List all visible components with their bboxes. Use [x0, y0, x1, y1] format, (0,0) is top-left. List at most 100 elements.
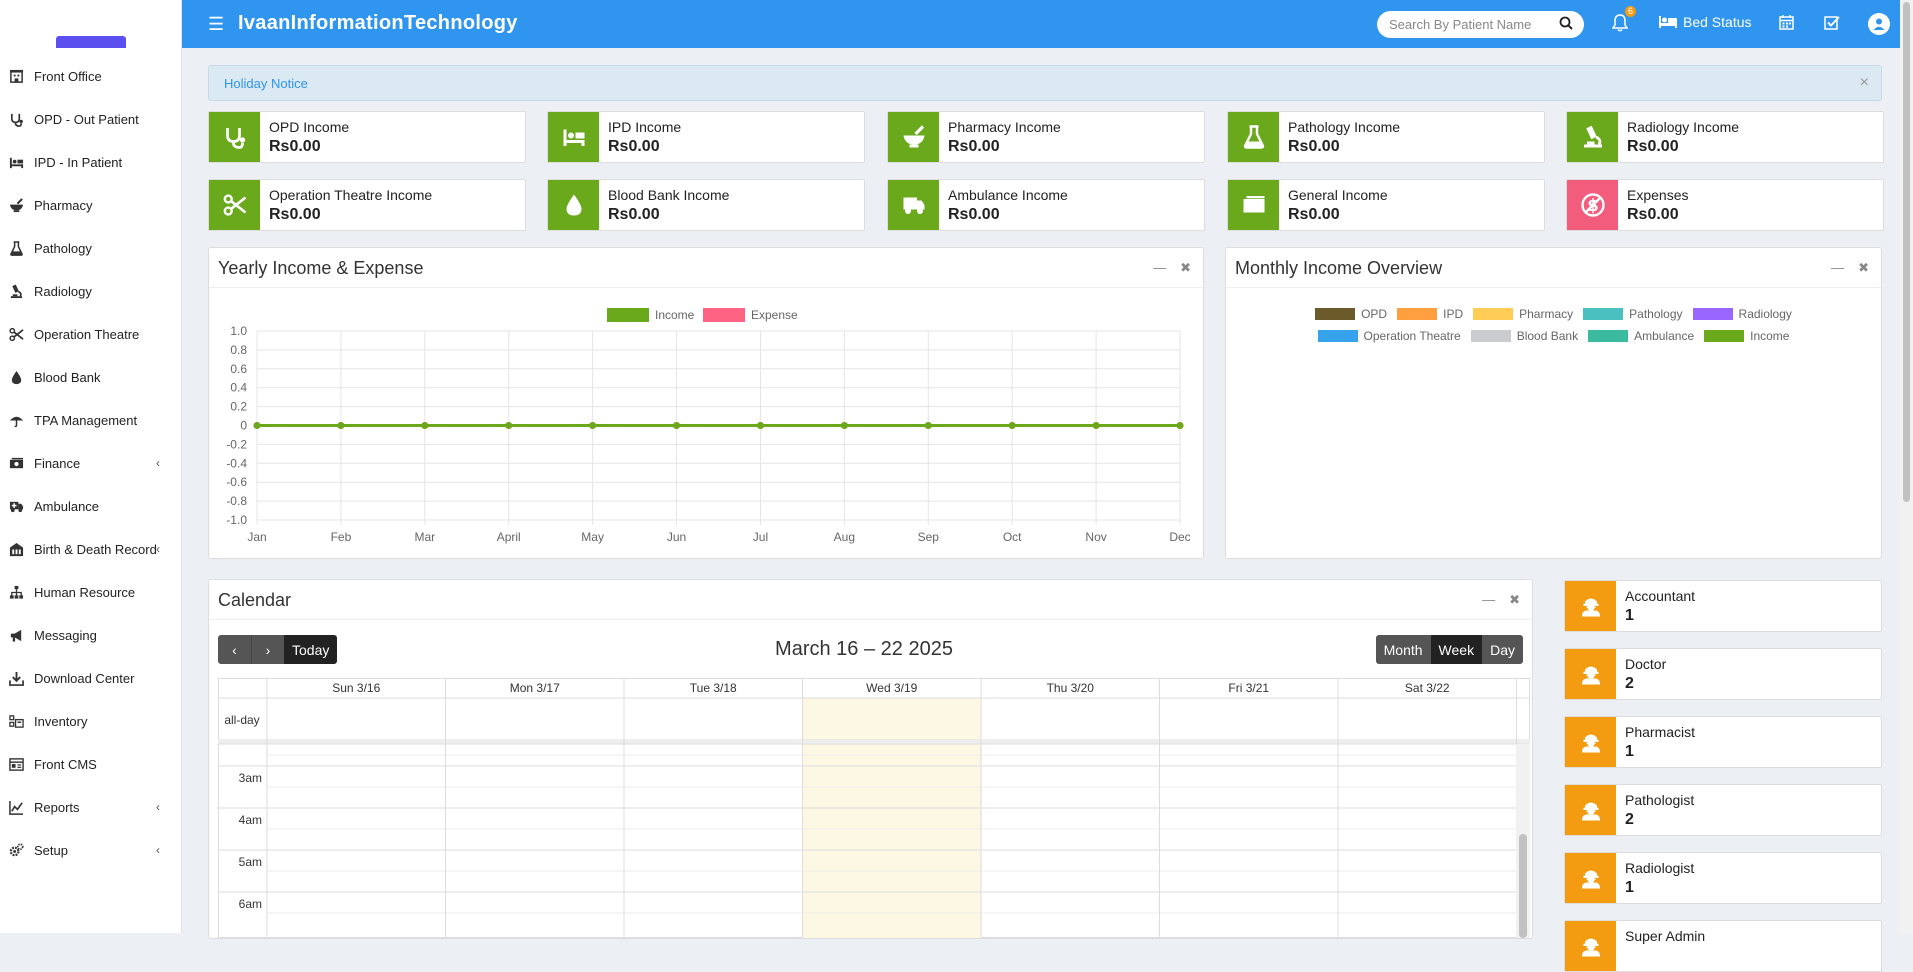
day-header[interactable]: Sun 3/16	[332, 681, 380, 695]
ambulance-income-box[interactable]: Ambulance Income Rs0.00	[887, 179, 1205, 231]
legend-swatch	[1315, 308, 1356, 320]
task-check-icon[interactable]	[1824, 15, 1840, 33]
sidebar-item-front-cms[interactable]: Front CMS	[0, 743, 182, 786]
patient-search-input[interactable]	[1377, 11, 1584, 38]
sidebar-item-human-resource[interactable]: Human Resource	[0, 571, 182, 614]
expenses-box[interactable]: $ Expenses Rs0.00	[1566, 179, 1884, 231]
sidebar-item-label: Radiology	[34, 284, 92, 299]
legend-item[interactable]: Pathology	[1583, 307, 1683, 321]
sidebar-item-tpa-management[interactable]: TPA Management	[0, 399, 182, 442]
pharmacy-income-box[interactable]: Pharmacy Income Rs0.00	[887, 111, 1205, 163]
staff-box-doctor[interactable]: Doctor 2	[1564, 648, 1882, 700]
view-week-button[interactable]: Week	[1430, 635, 1483, 664]
legend-swatch	[1397, 308, 1438, 320]
mortar-icon	[888, 112, 939, 162]
staff-box-super-admin[interactable]: Super Admin	[1564, 920, 1882, 972]
holiday-notice-bar[interactable]: Holiday Notice ×	[208, 65, 1882, 101]
ipd-income-box[interactable]: IPD Income Rs0.00	[547, 111, 865, 163]
sidebar-item-setup[interactable]: Setup ‹	[0, 829, 182, 872]
general-income-box[interactable]: General Income Rs0.00	[1227, 179, 1545, 231]
blood-bank-income-box[interactable]: Blood Bank Income Rs0.00	[547, 179, 865, 231]
search-icon[interactable]	[1559, 16, 1573, 33]
sidebar-item-messaging[interactable]: Messaging	[0, 614, 182, 657]
sidebar-item-blood-bank[interactable]: Blood Bank	[0, 356, 182, 399]
user-secret-icon	[1565, 785, 1616, 835]
info-box-label: Operation Theatre Income	[269, 187, 433, 203]
staff-count: 1	[1625, 743, 1634, 760]
sidebar-item-radiology[interactable]: Radiology	[0, 270, 182, 313]
legend-item[interactable]: Ambulance	[1588, 329, 1694, 343]
view-month-button[interactable]: Month	[1375, 635, 1431, 664]
sidebar-item-opd-out-patient[interactable]: OPD - Out Patient	[0, 98, 182, 141]
day-header[interactable]: Sat 3/22	[1405, 681, 1450, 695]
box-header: Yearly Income & Expense — ✖	[209, 248, 1203, 288]
sidebar-item-reports[interactable]: Reports ‹	[0, 786, 182, 829]
staff-box-pathologist[interactable]: Pathologist 2	[1564, 784, 1882, 836]
sidebar-item-birth-death-record[interactable]: Birth & Death Record ‹	[0, 528, 182, 571]
calendar-next-button[interactable]: ›	[251, 635, 284, 664]
sidebar-item-download-center[interactable]: Download Center	[0, 657, 182, 700]
close-icon[interactable]: ✖	[1509, 592, 1520, 607]
legend-item[interactable]: OPD	[1315, 307, 1387, 321]
legend-swatch	[1583, 308, 1624, 320]
calendar-prev-button[interactable]: ‹	[218, 635, 251, 664]
legend-item[interactable]: Operation Theatre	[1317, 329, 1461, 343]
logo[interactable]	[56, 36, 126, 48]
minimize-icon[interactable]: —	[1153, 260, 1167, 275]
staff-role-label: Pathologist	[1625, 792, 1695, 808]
minimize-icon[interactable]: —	[1831, 260, 1845, 275]
legend-item[interactable]: Pharmacy	[1473, 307, 1573, 321]
day-header[interactable]: Wed 3/19	[866, 681, 917, 695]
calendar-icon[interactable]	[1779, 15, 1794, 33]
notice-close-icon[interactable]: ×	[1859, 74, 1869, 91]
close-icon[interactable]: ✖	[1180, 260, 1191, 275]
sidebar-item-pharmacy[interactable]: Pharmacy	[0, 184, 182, 227]
legend-item[interactable]: Radiology	[1692, 307, 1792, 321]
close-icon[interactable]: ✖	[1858, 260, 1869, 275]
pathology-income-box[interactable]: Pathology Income Rs0.00	[1227, 111, 1545, 163]
cms-icon	[8, 757, 24, 773]
bullhorn-icon	[8, 628, 24, 644]
calendar-today-button[interactable]: Today	[284, 635, 338, 664]
sidebar-item-front-office[interactable]: Front Office	[0, 55, 182, 98]
calendar-scroll-thumb[interactable]	[1519, 834, 1527, 938]
legend-item[interactable]: Blood Bank	[1470, 329, 1578, 343]
day-header[interactable]: Tue 3/18	[690, 681, 737, 695]
notification-bell-icon[interactable]	[1611, 14, 1629, 35]
day-header[interactable]: Mon 3/17	[510, 681, 560, 695]
sidebar-item-ipd-in-patient[interactable]: IPD - In Patient	[0, 141, 182, 184]
calendar-box: Calendar — ✖ ‹ › Today March 16 – 22 2025…	[208, 579, 1533, 939]
day-header[interactable]: Thu 3/20	[1047, 681, 1095, 695]
legend-swatch-income	[607, 308, 649, 322]
bed-status-button[interactable]: Bed Status	[1658, 14, 1752, 30]
page-scrollbar[interactable]	[1900, 0, 1913, 933]
brand-title[interactable]: IvaanInformationTechnology	[238, 12, 518, 34]
day-header[interactable]: Fri 3/21	[1228, 681, 1269, 695]
staff-box-pharmacist[interactable]: Pharmacist 1	[1564, 716, 1882, 768]
sidebar-item-label: Human Resource	[34, 585, 136, 600]
sidebar-item-pathology[interactable]: Pathology	[0, 227, 182, 270]
legend-item[interactable]: IPD	[1397, 307, 1463, 321]
opd-income-box[interactable]: OPD Income Rs0.00	[208, 111, 526, 163]
sidebar-item-inventory[interactable]: Inventory	[0, 700, 182, 743]
view-day-button[interactable]: Day	[1482, 635, 1523, 664]
menu-toggle-icon[interactable]: ☰	[208, 14, 225, 34]
staff-box-radiologist[interactable]: Radiologist 1	[1564, 852, 1882, 904]
sidebar-item-finance[interactable]: Finance ‹	[0, 442, 182, 485]
sidebar-item-ambulance[interactable]: Ambulance	[0, 485, 182, 528]
sidebar-item-operation-theatre[interactable]: Operation Theatre	[0, 313, 182, 356]
user-avatar-icon[interactable]	[1868, 13, 1890, 35]
sidebar-menu: Front Office OPD - Out Patient IPD - In Pa…	[0, 55, 182, 872]
radiology-income-box[interactable]: Radiology Income Rs0.00	[1566, 111, 1884, 163]
staff-box-accountant[interactable]: Accountant 1	[1564, 580, 1882, 632]
sidebar-item-label: Messaging	[34, 628, 97, 643]
top-header: ☰ IvaanInformationTechnology 6 Bed Statu…	[182, 0, 1900, 48]
minimize-icon[interactable]: —	[1482, 592, 1496, 607]
staff-role-label: Doctor	[1625, 656, 1667, 672]
legend-item[interactable]: Income	[1704, 329, 1789, 343]
notice-text[interactable]: Holiday Notice	[224, 76, 308, 91]
calendar-week-grid[interactable]: Sun 3/16 Mon 3/17 Tue 3/18 Wed 3/19 Thu 3/20…	[218, 678, 1530, 938]
legend-swatch	[1470, 330, 1511, 342]
scrollbar-thumb[interactable]	[1903, 2, 1910, 502]
operation-theatre-income-box[interactable]: Operation Theatre Income Rs0.00	[208, 179, 526, 231]
